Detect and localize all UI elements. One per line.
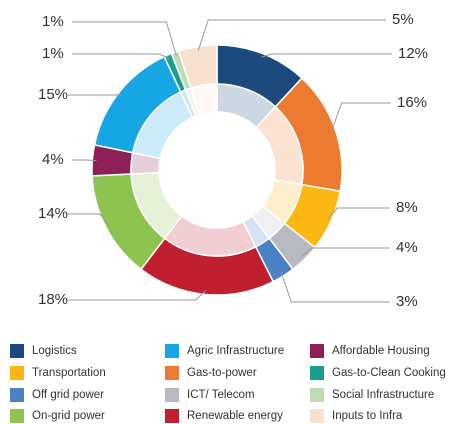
legend-label: Inputs to Infra bbox=[332, 410, 403, 422]
value-label: 16% bbox=[397, 94, 427, 111]
leader-line bbox=[197, 19, 386, 51]
value-label: 14% bbox=[38, 205, 68, 222]
legend-label: Gas-to-Clean Cooking bbox=[332, 367, 446, 379]
inner-slice bbox=[189, 83, 218, 116]
leader-line bbox=[72, 53, 170, 60]
legend-swatch bbox=[310, 409, 324, 423]
legend-swatch bbox=[310, 366, 324, 380]
value-label: 8% bbox=[396, 199, 418, 216]
legend-swatch bbox=[165, 388, 179, 402]
legend-swatch bbox=[165, 344, 179, 358]
leader-line bbox=[331, 102, 391, 132]
legend-label: Logistics bbox=[32, 345, 77, 357]
value-label: 3% bbox=[396, 293, 418, 310]
value-label: 1% bbox=[42, 45, 64, 62]
value-label: 5% bbox=[392, 11, 414, 28]
legend-label: Transportation bbox=[32, 367, 106, 379]
legend-label: Off grid power bbox=[32, 389, 104, 401]
legend-swatch bbox=[165, 409, 179, 423]
legend-label: Social Infrastructure bbox=[332, 389, 434, 401]
legend-label: Affordable Housing bbox=[332, 345, 430, 357]
leader-line bbox=[72, 159, 97, 162]
legend-label: Agric Infrastructure bbox=[187, 345, 284, 357]
value-label: 12% bbox=[398, 45, 428, 62]
value-label: 4% bbox=[42, 151, 64, 168]
leader-line bbox=[260, 53, 392, 58]
leader-line bbox=[327, 207, 390, 220]
legend-label: Renewable energy bbox=[187, 410, 283, 422]
legend-label: On-grid power bbox=[32, 410, 105, 422]
legend-swatch bbox=[10, 388, 24, 402]
value-label: 4% bbox=[396, 239, 418, 256]
leader-line bbox=[68, 213, 111, 227]
legend-swatch bbox=[165, 366, 179, 380]
legend-label: Gas-to-power bbox=[187, 367, 257, 379]
value-label: 15% bbox=[38, 86, 68, 103]
leader-line bbox=[280, 272, 390, 303]
legend-swatch bbox=[10, 366, 24, 380]
leader-line bbox=[301, 247, 390, 257]
legend-label: ICT/ Telecom bbox=[187, 389, 255, 401]
leader-line bbox=[68, 290, 207, 301]
value-label: 18% bbox=[38, 291, 68, 308]
legend-swatch bbox=[310, 344, 324, 358]
legend-swatch bbox=[310, 388, 324, 402]
leader-line bbox=[72, 21, 177, 57]
legend-swatch bbox=[10, 344, 24, 358]
legend-swatch bbox=[10, 409, 24, 423]
value-label: 1% bbox=[42, 13, 64, 30]
